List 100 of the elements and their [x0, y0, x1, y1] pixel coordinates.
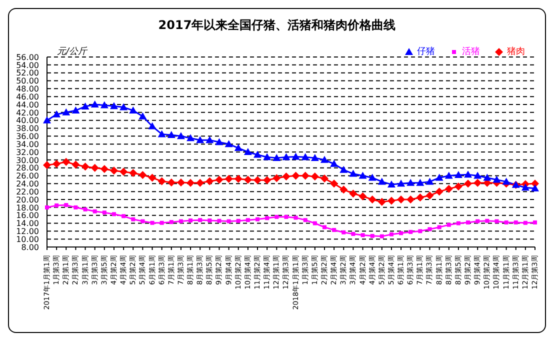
- point: [282, 153, 290, 160]
- y-tick-label: 26.00: [16, 172, 39, 181]
- point: [256, 217, 260, 222]
- point: [224, 174, 233, 183]
- point: [272, 154, 281, 161]
- y-tick-label: 46.00: [16, 92, 39, 102]
- point: [320, 174, 328, 183]
- point: [406, 178, 415, 186]
- point: [358, 192, 367, 200]
- point: [176, 178, 185, 186]
- point: [416, 194, 424, 202]
- point: [446, 222, 451, 227]
- point: [72, 160, 80, 169]
- point: [378, 178, 386, 185]
- y-tick-label: 10.00: [16, 234, 39, 244]
- point: [368, 196, 376, 204]
- point: [368, 174, 376, 181]
- point: [43, 161, 51, 170]
- y-tick-label: 8.00: [21, 242, 39, 252]
- point: [217, 218, 222, 223]
- point: [274, 214, 279, 219]
- point: [110, 102, 118, 110]
- point: [322, 225, 326, 230]
- point: [349, 170, 358, 177]
- point: [129, 106, 138, 114]
- point: [416, 178, 424, 186]
- point: [523, 220, 528, 225]
- point: [206, 177, 214, 186]
- y-tick-label: 30.00: [16, 156, 39, 165]
- point: [131, 217, 136, 222]
- point: [514, 220, 518, 224]
- point: [208, 218, 212, 222]
- point: [110, 166, 118, 175]
- point: [167, 178, 176, 186]
- point: [464, 170, 472, 178]
- point: [254, 176, 262, 184]
- point: [120, 103, 128, 110]
- point: [531, 184, 539, 192]
- point: [351, 232, 356, 236]
- point: [332, 228, 336, 232]
- point: [138, 170, 147, 179]
- point: [150, 220, 154, 225]
- point: [301, 172, 310, 180]
- point: [178, 219, 183, 224]
- y-tick-label: 22.00: [16, 187, 39, 196]
- point: [397, 180, 406, 187]
- point: [485, 218, 490, 223]
- point: [263, 176, 272, 184]
- point: [196, 178, 204, 187]
- point: [426, 192, 434, 200]
- point: [303, 218, 308, 222]
- point: [330, 160, 338, 167]
- point: [349, 190, 358, 198]
- chart-title: 2017年以来全国仔猪、活猪和猪肉价格曲线: [157, 17, 397, 34]
- point: [358, 172, 367, 179]
- point: [340, 166, 348, 173]
- y-tick-label: 16.00: [16, 211, 39, 220]
- y-tick-label: 14.00: [16, 219, 39, 228]
- legend-label: 猪肉: [506, 46, 525, 58]
- point: [196, 136, 204, 144]
- point: [265, 216, 270, 220]
- point: [492, 176, 501, 183]
- point: [454, 170, 462, 178]
- point: [129, 168, 138, 177]
- point: [533, 220, 537, 224]
- point: [102, 210, 106, 215]
- point: [435, 188, 444, 196]
- point: [100, 165, 108, 174]
- point: [474, 178, 482, 187]
- point: [244, 176, 252, 184]
- y-tick-label: 28.00: [16, 164, 39, 173]
- point: [282, 172, 290, 181]
- point: [83, 207, 88, 212]
- y-tick-label: 32.00: [16, 148, 39, 157]
- point: [444, 184, 453, 193]
- y-tick-label: 48.00: [16, 84, 39, 94]
- point: [408, 230, 413, 234]
- point: [206, 136, 214, 144]
- point: [62, 108, 70, 116]
- point: [90, 100, 99, 108]
- point: [160, 220, 164, 225]
- point: [186, 178, 195, 187]
- point: [474, 172, 482, 179]
- point: [342, 230, 346, 234]
- legend-label: 活猪: [461, 46, 480, 58]
- point: [435, 174, 444, 181]
- point: [378, 198, 386, 206]
- point: [263, 153, 272, 160]
- point: [112, 212, 116, 216]
- point: [236, 218, 240, 223]
- point: [330, 180, 338, 188]
- point: [389, 232, 394, 236]
- y-tick-label: 12.00: [16, 227, 39, 236]
- point: [62, 158, 70, 166]
- y-tick-label: 52.00: [16, 68, 39, 78]
- point: [437, 225, 442, 230]
- y-tick-label: 42.00: [16, 108, 39, 118]
- point: [406, 196, 415, 204]
- point: [158, 130, 166, 138]
- point: [272, 174, 281, 182]
